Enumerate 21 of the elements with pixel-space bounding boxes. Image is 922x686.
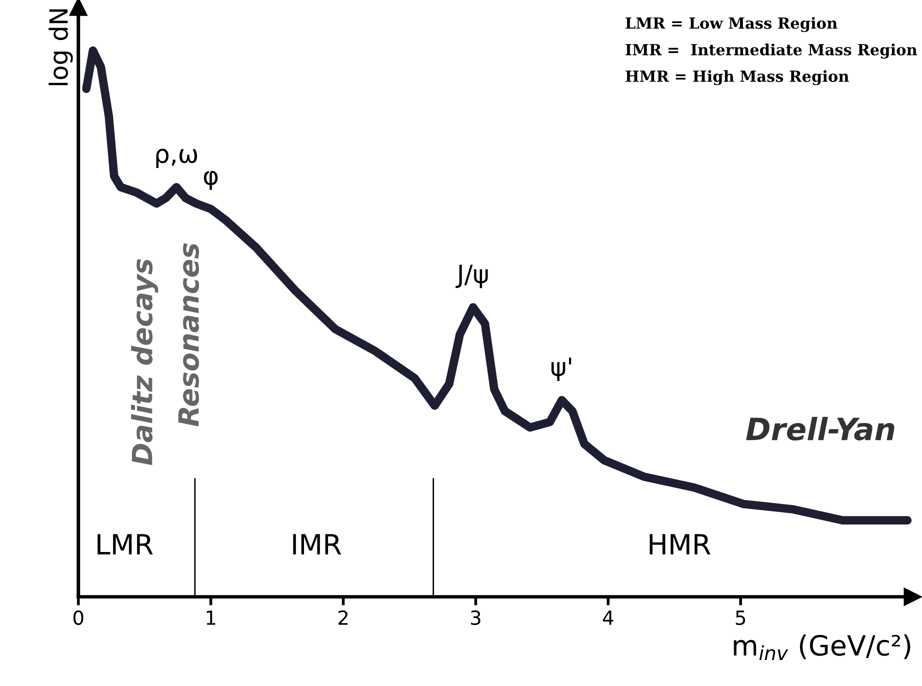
x-tick-label: 5 — [736, 610, 746, 626]
annotation: HMR = High Mass Region — [626, 70, 849, 86]
annotation: J/ψ — [456, 264, 488, 288]
annotation: φ — [204, 170, 218, 190]
y-axis-title: log dN — [48, 9, 73, 86]
annotation: Dalitz decays — [131, 259, 158, 466]
annotation: Drell-Yan — [746, 416, 894, 440]
x-axis-title: m$_{inv}$ (GeV/c²) — [734, 634, 910, 660]
x-tick-label: 0 — [73, 610, 84, 626]
annotation: Resonances — [178, 243, 200, 426]
annotation: ρ,ω — [156, 148, 198, 168]
annotation: LMR — [98, 534, 153, 554]
x-tick-label: 2 — [338, 610, 348, 625]
x-tick-label: 4 — [602, 610, 614, 625]
annotation: HMR — [650, 534, 710, 554]
text: LMR = Low Mass Region — [626, 17, 838, 32]
x-tick-label: 3 — [471, 610, 480, 626]
x-tick-label: 1 — [206, 610, 216, 625]
annotation: IMR = Intermediate Mass Region — [626, 44, 918, 59]
annotation: ψ' — [551, 358, 572, 382]
annotation: IMR — [293, 534, 342, 554]
